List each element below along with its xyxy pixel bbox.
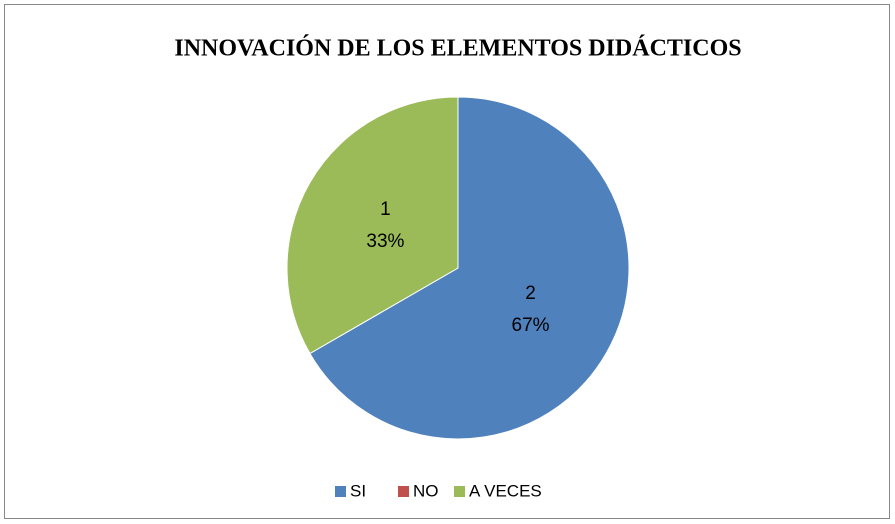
data-label: 2: [525, 283, 536, 304]
legend-swatch: [398, 486, 409, 497]
legend-swatch: [454, 486, 465, 497]
data-label-percent: 67%: [512, 315, 550, 336]
legend-label: A VECES: [469, 481, 542, 500]
legend-label: SI: [350, 481, 366, 500]
pie-slice: [286, 96, 459, 355]
pie-slice: [309, 96, 630, 440]
legend-swatch: [335, 486, 346, 497]
data-label-percent: 33%: [366, 231, 404, 252]
legend-label: NO: [413, 481, 439, 500]
data-label: 1: [380, 199, 391, 220]
chart-title: INNOVACIÓN DE LOS ELEMENTOS DIDÁCTICOS: [174, 35, 741, 62]
